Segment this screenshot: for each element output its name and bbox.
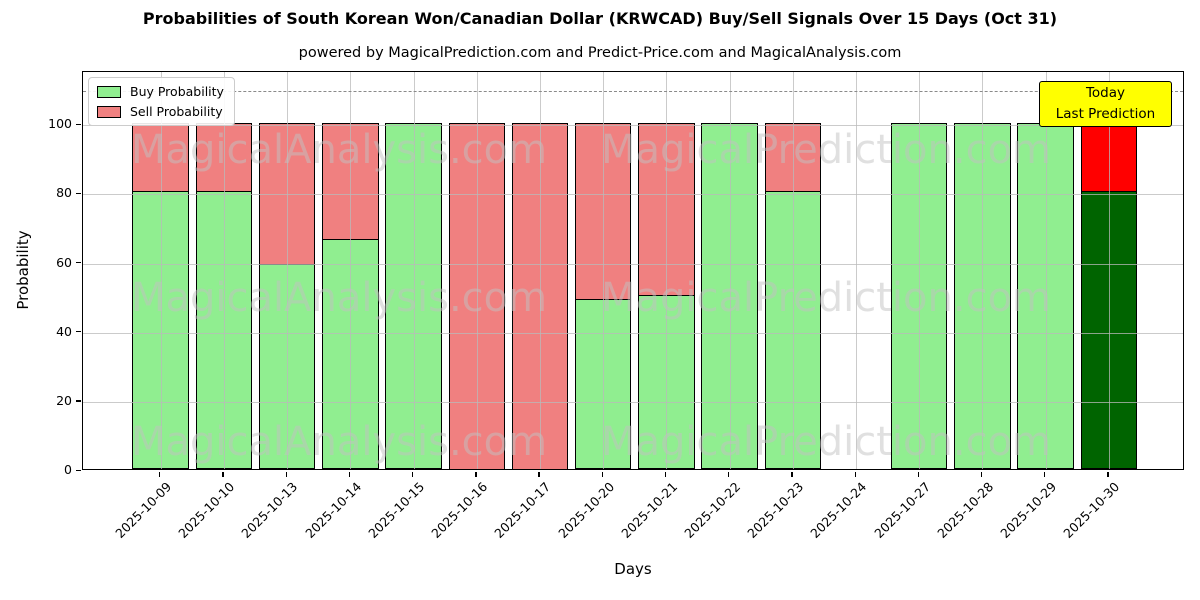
x-tick-mark <box>728 471 730 477</box>
y-tick-label: 40 <box>56 323 72 339</box>
gridline-vertical <box>223 72 225 469</box>
gridline-horizontal <box>83 194 1183 196</box>
x-tick-mark <box>538 471 540 477</box>
plot-area: MagicalAnalysis.com MagicalPrediction.co… <box>82 71 1184 470</box>
legend-sell-label: Sell Probability <box>130 104 223 119</box>
x-tick-label: 2025-10-14 <box>301 479 364 541</box>
x-tick-label: 2025-10-16 <box>428 479 491 541</box>
x-tick-label: 2025-10-10 <box>175 479 238 541</box>
gridline-vertical <box>792 72 794 469</box>
x-tick-label: 2025-10-30 <box>1060 479 1123 541</box>
y-tick-label: 100 <box>48 116 72 132</box>
x-axis-title: Days <box>614 560 652 578</box>
gridline-vertical <box>919 72 921 469</box>
legend: Buy Probability Sell Probability <box>88 77 235 126</box>
gridline-vertical <box>350 72 352 469</box>
buy-swatch-icon <box>97 85 121 98</box>
gridline-horizontal <box>83 263 1183 265</box>
chart-title: Probabilities of South Korean Won/Canadi… <box>142 9 1058 28</box>
x-tick-mark <box>791 471 793 477</box>
gridline-vertical <box>856 72 857 469</box>
today-annotation: Today Last Prediction <box>1039 81 1172 127</box>
x-tick-mark <box>159 471 161 477</box>
legend-buy-label: Buy Probability <box>130 84 224 99</box>
gridline-vertical <box>287 72 289 469</box>
gridline-vertical <box>160 72 162 469</box>
gridline-vertical <box>413 72 415 469</box>
sell-swatch-icon <box>97 105 121 118</box>
y-tick-mark <box>76 469 81 471</box>
x-tick-mark <box>664 471 667 477</box>
gridline-vertical <box>982 72 984 469</box>
gridline-vertical <box>539 72 541 469</box>
x-tick-label: 2025-10-09 <box>112 479 175 541</box>
y-tick-mark <box>76 262 81 264</box>
x-tick-mark <box>1107 471 1109 477</box>
legend-item-buy: Buy Probability <box>97 84 224 99</box>
gridline-horizontal <box>83 401 1183 403</box>
x-tick-label: 2025-10-21 <box>618 479 680 541</box>
x-tick-label: 2025-10-28 <box>934 479 997 541</box>
y-tick-mark <box>76 331 81 333</box>
x-tick-mark <box>1044 471 1046 477</box>
y-tick-label: 80 <box>56 185 72 201</box>
gridline-vertical <box>1108 72 1110 469</box>
today-annotation-line2: Last Prediction <box>1055 106 1156 122</box>
x-tick-label: 2025-10-24 <box>807 479 870 541</box>
today-annotation-line1: Today <box>1085 85 1126 102</box>
x-tick-label: 2025-10-22 <box>681 479 744 541</box>
y-tick-label: 60 <box>56 254 72 270</box>
x-tick-mark <box>980 471 983 477</box>
x-tick-label: 2025-10-23 <box>744 479 807 541</box>
x-tick-mark <box>285 471 287 477</box>
y-tick-label: 0 <box>64 462 72 477</box>
x-tick-mark <box>222 471 224 477</box>
y-tick-mark <box>76 192 81 195</box>
gridline-vertical <box>729 72 731 469</box>
x-tick-mark <box>917 471 920 477</box>
chart-subtitle: powered by MagicalPrediction.com and Pre… <box>298 45 902 61</box>
y-tick-mark <box>76 123 81 126</box>
gridline-horizontal <box>83 125 1183 127</box>
gridline-horizontal <box>83 332 1183 334</box>
x-tick-label: 2025-10-29 <box>997 479 1060 541</box>
x-tick-mark <box>348 471 351 477</box>
gridline-vertical <box>1045 72 1047 469</box>
x-tick-label: 2025-10-27 <box>870 479 933 541</box>
dashed-threshold-line <box>83 90 1183 92</box>
legend-item-sell: Sell Probability <box>97 104 224 119</box>
x-tick-mark <box>854 471 856 477</box>
x-tick-mark <box>475 471 477 477</box>
x-tick-label: 2025-10-15 <box>365 479 428 541</box>
gridline-vertical <box>666 72 668 469</box>
y-tick-mark <box>76 400 81 402</box>
x-tick-label: 2025-10-17 <box>491 479 554 541</box>
x-tick-label: 2025-10-20 <box>554 479 617 541</box>
gridline-vertical <box>603 72 605 469</box>
x-tick-mark <box>601 471 603 477</box>
x-tick-label: 2025-10-13 <box>238 479 301 541</box>
y-tick-label: 20 <box>56 392 72 408</box>
x-tick-mark <box>412 471 414 477</box>
gridline-vertical <box>476 72 478 469</box>
